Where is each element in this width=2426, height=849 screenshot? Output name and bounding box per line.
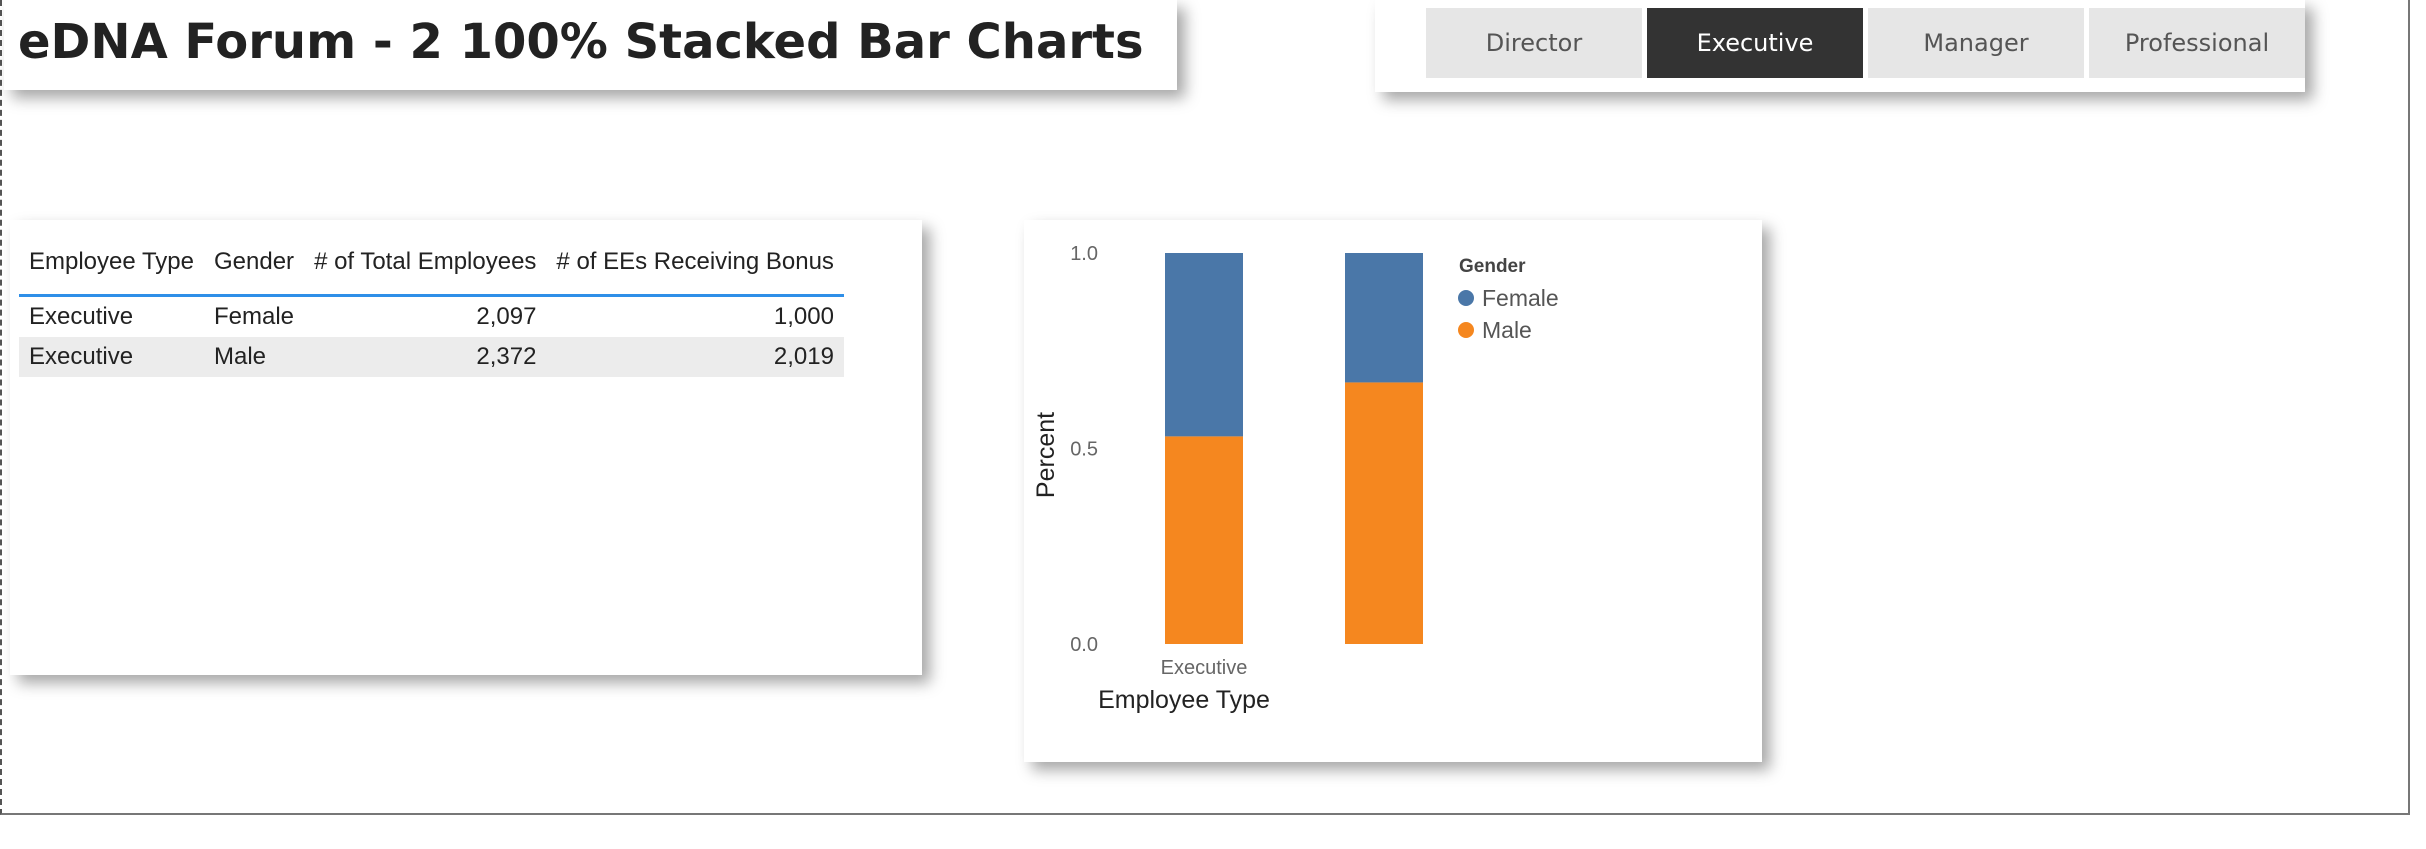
employee-table-card: Employee Type Gender # of Total Employee…: [10, 220, 922, 675]
column-header-ees-receiving-bonus[interactable]: # of EEs Receiving Bonus: [546, 230, 844, 297]
table-row: Executive Female 2,097 1,000: [19, 296, 844, 338]
slicer-item-executive[interactable]: Executive: [1647, 8, 1863, 78]
bar-male-1[interactable]: [1165, 436, 1243, 644]
legend-female-marker-icon: [1458, 290, 1474, 306]
slicer-item-manager[interactable]: Manager: [1868, 8, 2084, 78]
y-tick-label: 0.0: [1070, 634, 1098, 656]
cell-gender: Female: [214, 303, 295, 330]
title-card: eDNA Forum - 2 100% Stacked Bar Charts: [4, 0, 1177, 90]
cell-ees-receiving-bonus: 1,000: [773, 303, 834, 330]
legend-item-male[interactable]: Male: [1482, 317, 1532, 343]
legend-item-female[interactable]: Female: [1482, 285, 1559, 311]
x-tick-label: Executive: [1161, 657, 1248, 679]
legend-title: Gender: [1459, 256, 1526, 277]
page-title: eDNA Forum - 2 100% Stacked Bar Charts: [18, 14, 1144, 70]
column-header-employee-type[interactable]: Employee Type: [19, 230, 204, 297]
y-tick-label: 1.0: [1070, 243, 1098, 265]
bar-female-2[interactable]: [1345, 253, 1423, 383]
bar-male-2[interactable]: [1345, 382, 1423, 644]
cell-gender: Male: [204, 337, 305, 377]
employee-type-slicer: Director Executive Manager Professional: [1375, 0, 2305, 92]
column-header-total-employees[interactable]: # of Total Employees: [304, 230, 547, 297]
table-row: Executive Male 2,372 2,019: [19, 337, 844, 377]
x-axis-title: Employee Type: [1098, 686, 1270, 714]
y-tick-label: 0.5: [1070, 439, 1098, 461]
stacked-bar-chart-card: 0.0 0.5 1.0 Executive Percent Employee Typ…: [1024, 220, 1762, 762]
y-axis-title: Percent: [1032, 412, 1060, 498]
report-page: eDNA Forum - 2 100% Stacked Bar Charts D…: [0, 0, 2410, 815]
bar-female-1[interactable]: [1165, 253, 1243, 437]
stacked-bar-chart: 0.0 0.5 1.0 Executive Percent Employee Typ…: [1032, 243, 1559, 714]
slicer-item-director[interactable]: Director: [1426, 8, 1642, 78]
cell-ees-receiving-bonus: 2,019: [546, 337, 844, 377]
cell-total-employees: 2,097: [476, 303, 537, 330]
cell-employee-type: Executive: [29, 303, 134, 330]
legend-male-marker-icon: [1458, 322, 1474, 338]
column-header-gender[interactable]: Gender: [204, 230, 305, 297]
cell-employee-type: Executive: [19, 337, 204, 377]
employee-table: Employee Type Gender # of Total Employee…: [19, 230, 844, 377]
cell-total-employees: 2,372: [304, 337, 547, 377]
slicer-item-professional[interactable]: Professional: [2089, 8, 2305, 78]
